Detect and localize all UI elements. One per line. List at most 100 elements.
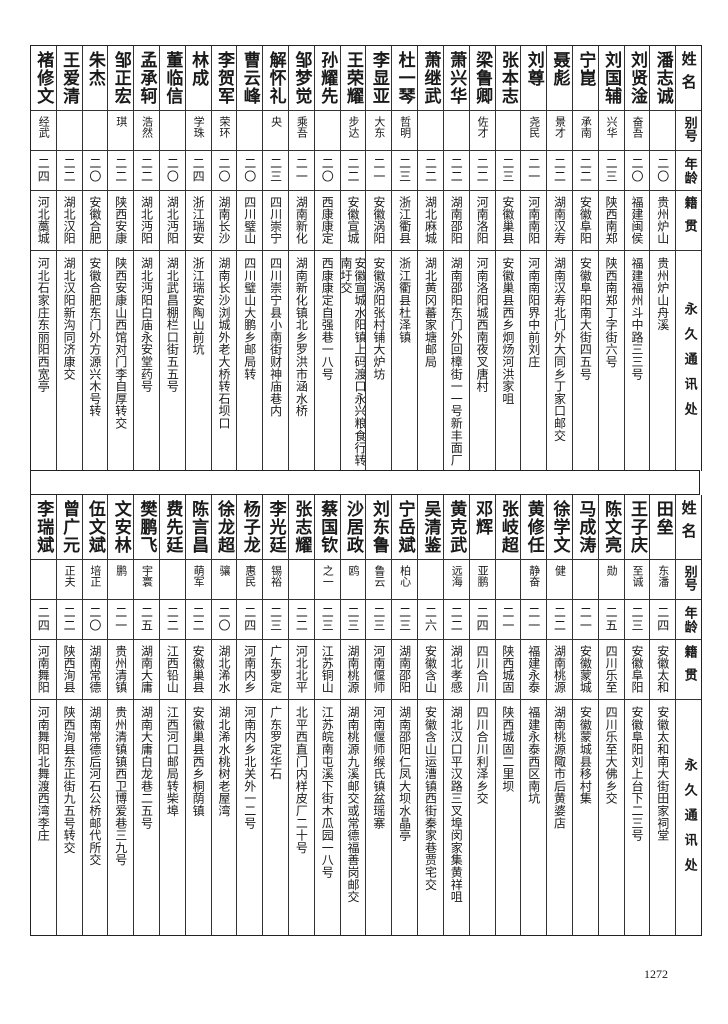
origin-cell: 安徽巢县 [495,191,521,251]
age-text: 二四 [655,606,670,632]
name-cell: 曹云峰 [237,46,263,111]
address-text: 河南洛阳城西南夜叉唐村 [475,257,490,393]
age-cell: 二〇 [211,600,237,640]
origin-text: 贵州炉山 [655,196,670,244]
origin-cell: 四川乐至 [598,640,624,700]
alias-cell: 步达 [340,111,366,151]
origin-cell: 河南内乡 [237,640,263,700]
name-cell: 樊鹏飞 [134,495,159,560]
age-cell: 二三 [392,600,418,640]
origin-text: 浙江瑞安 [191,196,206,244]
origin-cell: 安徽巢县 [185,640,211,700]
address-cell: 河北石家庄东丽阳西宽亭 [31,251,56,471]
address-text: 湖北黄冈蕃家塘邮局 [423,257,438,368]
header-address-text: 永久通讯处 [681,301,697,427]
age-cell: 二一 [108,600,134,640]
alias-cell: 培正 [82,560,108,600]
address-cell: 贵州清镇镇西卫博爱巷三九号 [108,700,133,935]
name-text: 李显亚 [368,51,389,105]
address-text: 贵州炉山舟溪 [655,257,670,331]
address-cell: 湖南桃源陬市后黄婆店 [547,700,572,935]
name-cell: 杨子龙 [237,495,263,560]
name-text: 孟承轲 [136,51,157,105]
address-cell: 湖南大庸白龙巷二五号 [134,700,159,935]
age-text: 二一 [526,157,541,183]
alias-cell: 央 [263,111,288,151]
alias-text: 锡裕 [269,565,283,587]
age-text: 二三 [629,606,644,632]
address-cell: 江西河口邮局转柴埠 [160,700,185,935]
origin-cell: 安徽宣城 [340,191,366,251]
name-cell: 王子庆 [624,495,650,560]
address-cell: 安徽阜阳南大街四五号 [573,251,598,471]
table-row: 李贺军 荣环 二〇 湖南长沙 湖南长沙浏城外老大桥转石坝口 [210,46,237,471]
alias-cell [30,560,56,600]
origin-text: 湖南邵阳 [449,196,464,244]
name-text: 曹云峰 [239,51,260,105]
table-row: 褚修文 经武 二四 河北藁城 河北石家庄东丽阳西宽亭 [30,46,56,471]
address-text: 四川乐至大佛乡交 [604,706,619,805]
origin-cell: 陕西洵县 [56,640,82,700]
alias-cell [159,560,185,600]
origin-text: 湖北麻城 [423,196,438,244]
age-text: 二二 [449,157,464,183]
alias-text: 静奋 [527,565,541,587]
table-row: 吴清鉴 二六 安徽含山 安徽含山运漕镇西街秦家巷贾宅交 [417,495,443,935]
address-cell: 安徽太和南大街田家祠堂 [650,700,675,935]
address-cell: 湖北沔阳白庙永安堂药号 [134,251,159,471]
name-cell: 马成涛 [572,495,598,560]
name-cell: 黄克武 [443,495,469,560]
address-text: 广东罗定华石 [268,706,283,780]
address-cell: 北平西直门内样皮厂二十号 [289,700,314,935]
alias-text: 荣环 [217,116,231,138]
origin-cell: 湖南新化 [289,191,314,251]
address-text: 湖南桃源陬市后黄婆店 [552,706,567,829]
name-cell: 曾广元 [56,495,82,560]
address-cell: 湖北武昌棚栏口街五五号 [160,251,185,471]
age-cell: 二三 [624,600,650,640]
alias-cell: 学珠 [185,111,211,151]
age-text: 二三 [397,157,412,183]
address-cell: 湖南邵阳东门外回樟街一一号新丰面厂 [444,251,469,471]
address-cell: 安徽宣城水阳镇上码渡口永兴粮食行转南圩交 [341,251,366,471]
name-cell: 张志耀 [289,495,314,560]
age-text: 二四 [242,606,257,632]
table-row: 文安林鹏二一 贵州清镇 贵州清镇镇西卫博爱巷三九号 [107,495,134,935]
name-text: 王荣耀 [343,51,364,105]
age-text: 二三 [500,157,515,183]
address-text: 湖南桃源九溪邮交或常德福善岗邮交 [346,706,361,903]
address-cell: 陕西南郑丁字街六号 [599,251,624,471]
age-text: 二一 [578,606,593,632]
address-text: 湖南邵阳东门外回樟街一一号新丰面厂 [449,257,464,467]
alias-cell [289,560,314,600]
address-cell: 安徽巢县西乡桐荫镇 [186,700,211,935]
age-text: 二五 [604,606,619,632]
age-text: 二二 [423,157,438,183]
alias-cell: 亚鹏 [469,560,495,600]
name-text: 曾广元 [59,500,80,554]
alias-text: 培正 [88,565,102,587]
address-text: 安徽宣城水阳镇上码渡口永兴粮食行转南圩交 [340,257,366,467]
origin-cell: 江苏铜山 [314,640,340,700]
origin-text: 江苏铜山 [320,645,335,693]
table-row: 张本志 二三 安徽巢县 安徽巢县西乡炯炀河洪家咀 [494,46,521,471]
alias-text: 萌军 [192,565,206,587]
table-row: 陈文亮勋二五 四川乐至 四川乐至大佛乡交 [597,495,624,935]
age-cell: 二三 [263,600,288,640]
age-text: 二一 [526,606,541,632]
address-cell: 贵州炉山舟溪 [650,251,675,471]
origin-cell: 湖南桃源 [340,640,366,700]
name-text: 林成 [188,51,209,87]
age-cell: 二三 [392,151,418,191]
age-text: 二二 [552,157,567,183]
origin-text: 安徽阜阳 [578,196,593,244]
origin-cell: 湖北孝感 [443,640,469,700]
name-cell: 林成 [185,46,211,111]
address-cell: 湖北汉阳新沟同济康交 [57,251,82,471]
name-cell: 萧继武 [418,46,443,111]
name-cell: 褚修文 [30,46,56,111]
alias-text: 浩然 [140,116,154,138]
age-text: 二二 [62,157,77,183]
name-text: 杨子龙 [239,500,260,554]
alias-cell: 骧 [211,560,237,600]
